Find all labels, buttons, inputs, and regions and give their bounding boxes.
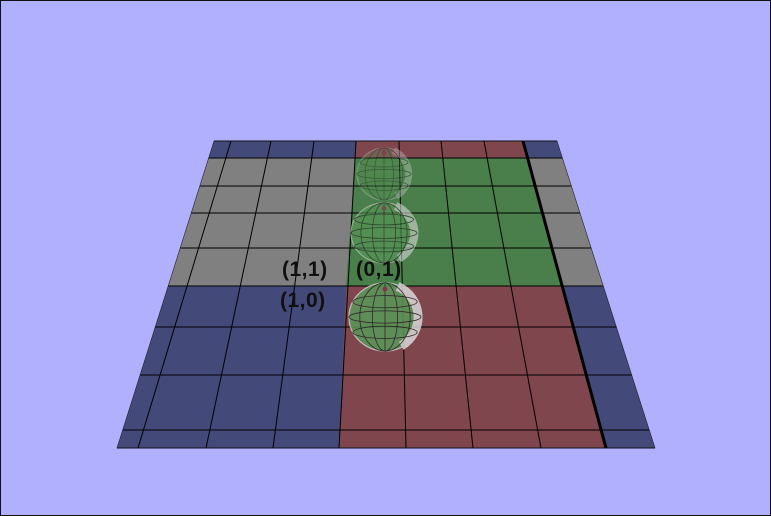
sphere-highlight [395,282,423,350]
label-1-0: (1,0) [280,289,326,312]
grid-line-vertical [205,140,272,449]
label-1-1: (1,1) [282,258,328,281]
label-0-1: (0,1) [356,258,402,281]
floor-grid [116,140,656,449]
grid-line-vertical [272,140,315,449]
sphere-group [348,147,423,352]
sphere-near [348,282,423,352]
sphere-middle [350,202,419,264]
grid-line-vertical [483,140,542,449]
sphere-longitude-line [364,147,404,201]
sphere-pole-marker [382,286,388,292]
grid-line-vertical [440,140,474,449]
sphere-highlight [393,202,419,263]
grid-line-vertical [338,140,357,449]
sphere-highlight [391,147,413,199]
floor-strip-far-red [355,141,526,158]
sphere-longitude-line [374,147,394,201]
sphere-latitude-line [359,180,409,191]
sphere-latitude-line [356,168,412,180]
sphere-pole-marker [381,205,387,211]
sphere-pole-marker [381,150,387,156]
floor-edge-line [521,140,608,449]
sphere-far [356,147,413,201]
sphere-shell [356,147,412,201]
sphere-latitude-line [359,157,409,168]
grid-line-vertical [137,140,232,449]
floor-outline [116,140,656,449]
